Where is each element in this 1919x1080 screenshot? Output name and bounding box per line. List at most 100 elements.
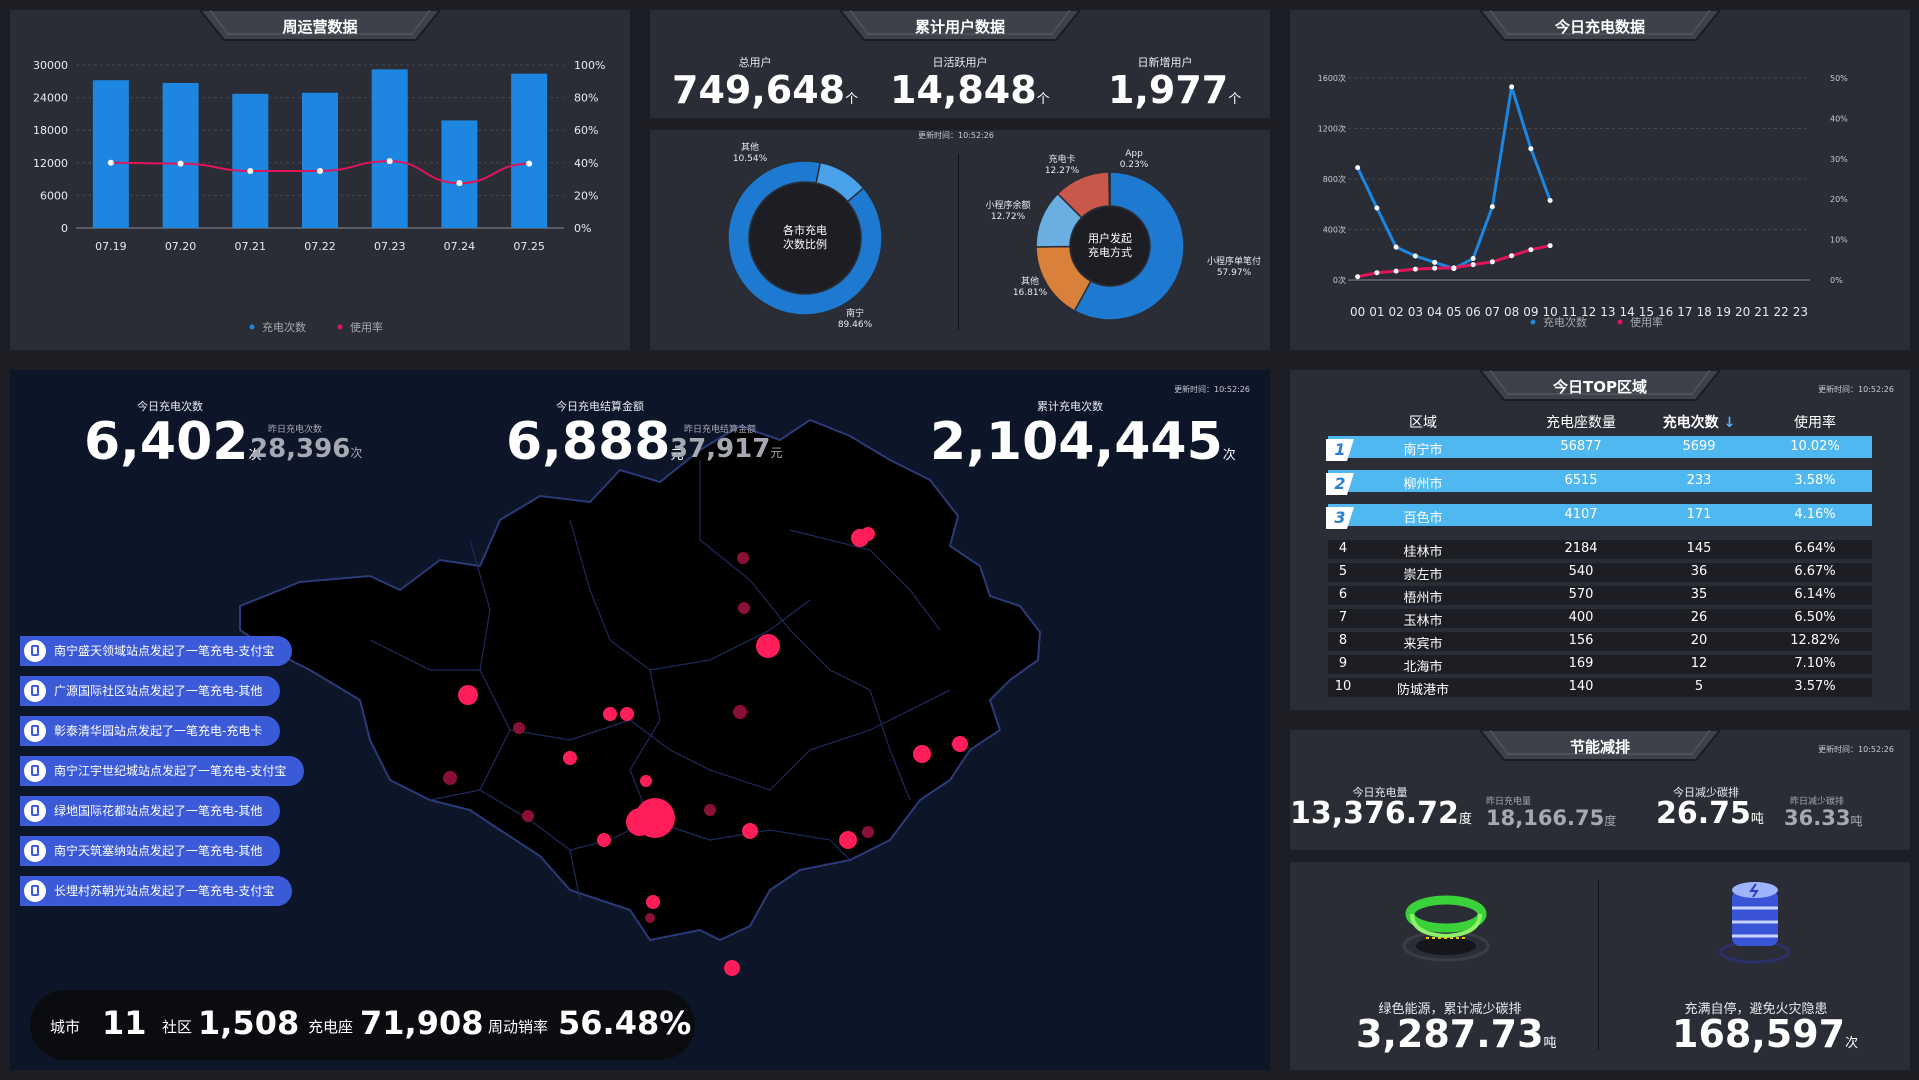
today-carbon-value: 26.75吨 [1656,796,1764,831]
table-row[interactable]: 6 梧州市 570 35 6.14% [1328,586,1872,606]
city-value: 11 [102,1004,147,1042]
notice-item[interactable]: 南宁江宇世纪城站点发起了一笔充电-支付宝 [20,756,305,786]
notice-item[interactable]: 南宁天筑塞纳站点发起了一笔充电-其他 [20,836,281,866]
rank-number: 5 [1338,564,1348,579]
notice-item[interactable]: 南宁盛天领域站点发起了一笔充电-支付宝 [20,636,293,666]
slice-label: 16.81% [1013,288,1048,298]
table-row[interactable]: 3 百色市 4107 171 4.16% [1326,504,1872,529]
weekly-panel: 周运营数据 30000 100% 24000 80% 18000 60% 12000 40% 6… [10,10,630,350]
sort-down-icon[interactable]: ↓ [1723,415,1736,431]
rank-number: 10 [1334,679,1352,694]
table-row[interactable]: 2 柳州市 6515 233 3.58% [1326,470,1872,495]
community-value: 1,508 [198,1004,300,1042]
slice-label: App [1125,149,1143,159]
users-divider [650,118,1270,130]
x-tick-label: 16 [1658,305,1673,319]
bar [371,69,408,228]
notice-icon [24,680,46,702]
today-charge-title: 今日充电数据 [1554,18,1645,36]
table-row[interactable]: 1 南宁市 56877 5699 10.02% [1326,436,1872,461]
notice-icon [24,640,46,662]
header-region[interactable]: 区域 [1409,415,1437,431]
header-usage[interactable]: 使用率 [1794,415,1836,431]
y-tick-label: 12000 [33,157,68,170]
usage-point [1509,253,1515,259]
x-tick-label: 21 [1754,305,1769,319]
rank-number: 7 [1338,610,1348,625]
slice-label: 南宁 [846,307,864,319]
yday-charges-value: 28,396次 [250,434,363,464]
table-row[interactable]: 5 崇左市 540 36 6.67% [1328,563,1872,583]
x-tick-label: 04 [1427,305,1442,319]
header-seats[interactable]: 充电座数量 [1546,415,1616,431]
users-update-time: 更新时间：10:52:26 [918,131,994,140]
table-cell: 36 [1690,564,1708,579]
table-cell: 南宁市 [1403,443,1443,458]
legend-marker [1617,319,1623,325]
today-charge-panel: 今日充电数据 1600次 1200次 800次 400次 0次 50% 40% 30% 20% 1… [1290,10,1910,350]
rank-badge: 2 [1326,473,1354,495]
table-row[interactable]: 7 玉林市 400 26 6.50% [1328,609,1872,629]
y-tick-label: 400次 [1323,225,1346,235]
users-title: 累计用户数据 [914,18,1005,36]
notice-icon [24,880,46,902]
notice-item[interactable]: 彰泰清华园站点发起了一笔充电-充电卡 [20,716,281,746]
y-tick-label: 1600次 [1318,73,1346,83]
table-row[interactable]: 10 防城港市 140 5 3.57% [1328,678,1872,698]
table-cell: 5 [1694,679,1704,694]
donut-divider [958,154,959,330]
notice-item[interactable]: 广源国际社区站点发起了一笔充电-其他 [20,676,281,706]
y2-tick-label: 0% [1830,276,1843,285]
table-cell: 10.02% [1790,439,1840,454]
x-tick-label: 07.25 [513,240,545,253]
y-tick-label: 6000 [40,189,68,202]
slice-label: 小程序单笔付 [1207,255,1261,267]
usage-point [1528,247,1534,253]
usage-point [1412,266,1418,272]
x-tick-label: 01 [1369,305,1384,319]
x-tick-label: 11 [1562,305,1577,319]
table-cell: 56877 [1560,439,1602,454]
today-energy-label: 今日充电量 [1352,786,1408,799]
new-users-label: 日新增用户 [1137,56,1193,69]
usage-point [177,160,184,167]
usage-point [386,158,393,165]
table-row[interactable]: 9 北海市 169 12 7.10% [1328,655,1872,675]
table-cell: 6515 [1564,473,1598,488]
notice-item[interactable]: 绿地国际花都站点发起了一笔充电-其他 [20,796,281,826]
donut-center-label: 次数比例 [783,237,827,251]
slice-label: 充电卡 [1048,153,1075,165]
x-tick-label: 19 [1716,305,1731,319]
donut-slice [1073,171,1185,321]
rank-number: 9 [1338,656,1348,671]
charges-point [1470,256,1476,262]
guangxi-map [239,418,1042,976]
legend-marker [1530,319,1536,325]
map-update-time: 更新时间：10:52:26 [1174,385,1250,394]
charges-point [1355,165,1361,171]
donut-center-label: 充电方式 [1088,245,1132,259]
y2-tick-label: 20% [1830,195,1848,204]
rate-value: 56.48% [558,1004,692,1042]
x-tick-label: 14 [1619,305,1634,319]
panel-title-tab: 累计用户数据 [840,10,1080,44]
total-users-value: 749,648个 [672,68,859,112]
notice-item[interactable]: 长埋村苏朝光站点发起了一笔充电-支付宝 [20,876,293,906]
table-row[interactable]: 8 来宾市 156 20 12.82% [1328,632,1872,652]
y-tick-label: 1200次 [1318,124,1346,134]
table-cell: 570 [1568,587,1594,602]
table-cell: 3.58% [1794,473,1836,488]
usage-point [1489,259,1495,265]
table-cell: 4107 [1564,507,1598,522]
table-cell: 400 [1568,610,1594,625]
legend-label: 使用率 [350,320,383,334]
x-tick-label: 03 [1408,305,1423,319]
new-users-value: 1,977个 [1108,68,1242,112]
y-tick-label: 800次 [1323,174,1346,184]
x-tick-label: 18 [1696,305,1711,319]
table-row[interactable]: 4 桂林市 2184 145 6.64% [1328,540,1872,560]
charges-point [1489,204,1495,210]
yday-carbon-value: 36.33吨 [1784,806,1863,830]
total-charges-value: 2,104,445次 [930,412,1236,472]
header-charges[interactable]: 充电次数 ↓ [1662,415,1736,431]
